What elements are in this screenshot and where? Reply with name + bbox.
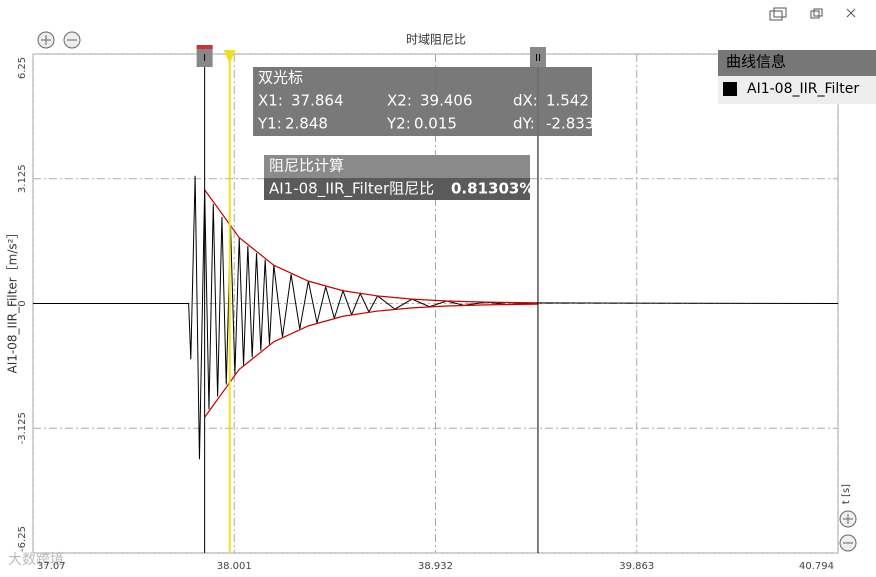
cursor-item-label: Y1:	[257, 115, 282, 133]
y-axis-label: AI1-08_IIR_Filter［m/s²］	[6, 227, 20, 374]
y-tick-label: 6.25	[17, 57, 28, 79]
cursor-item-label: dY:	[513, 115, 535, 133]
x-tick-label: 38.932	[418, 561, 453, 572]
legend-title: 曲线信息	[726, 53, 786, 71]
legend-label: AI1-08_IIR_Filter	[747, 81, 859, 97]
cursor-item-value: -2.833	[546, 115, 594, 133]
y-tick-label: 0	[17, 300, 28, 306]
cursor-box	[253, 67, 592, 136]
cursor-tab	[196, 47, 213, 67]
x-tick-label: 37.07	[37, 561, 66, 572]
cursor-item-label: Y2:	[386, 115, 411, 133]
cursor-item-value: 0.015	[414, 115, 457, 133]
window-buttons[interactable]	[769, 7, 856, 21]
x-axis-label: t [s]	[841, 484, 852, 504]
signal-line	[33, 175, 839, 460]
damping-box-header	[264, 155, 530, 178]
damping-box-body	[264, 178, 530, 200]
cursor-box-title: 双光标	[258, 69, 303, 87]
legend-swatch	[723, 82, 737, 96]
legend-body	[718, 76, 876, 104]
envelope-line	[204, 303, 538, 418]
cursor-item-label: dX:	[513, 92, 538, 110]
envelope-line	[204, 189, 538, 304]
marker-head	[223, 50, 236, 64]
y-tick-label: -6.25	[17, 526, 28, 552]
watermark: 大数跨境	[8, 552, 64, 568]
cursor-item-value: 39.406	[420, 92, 473, 110]
cursor-tab	[529, 47, 546, 67]
cursor-tab-top	[196, 45, 213, 49]
cursor-label: II	[535, 53, 541, 64]
chart-title: 时域阻尼比	[406, 33, 466, 47]
y-tick-label: -3.125	[17, 412, 28, 444]
cursor-item-label: X1:	[258, 92, 283, 110]
y-tick-label: 3.125	[17, 164, 28, 193]
x-tick-label: 38.001	[217, 561, 252, 572]
cursor-item-value: 2.848	[285, 115, 328, 133]
damping-value: 0.81303%	[451, 180, 534, 198]
zoom-buttons[interactable]	[37, 31, 857, 552]
damping-label: AI1-08_IIR_Filter阻尼比	[269, 180, 434, 199]
cursor-item-label: X2:	[387, 92, 412, 110]
x-tick-label: 40.794	[799, 561, 834, 572]
cursor-item-value: 37.864	[291, 92, 344, 110]
x-tick-label: 39.863	[619, 561, 654, 572]
cursor-label: I	[203, 53, 206, 64]
damping-title: 阻尼比计算	[269, 157, 344, 175]
cursor-item-value: 1.542	[546, 92, 589, 110]
